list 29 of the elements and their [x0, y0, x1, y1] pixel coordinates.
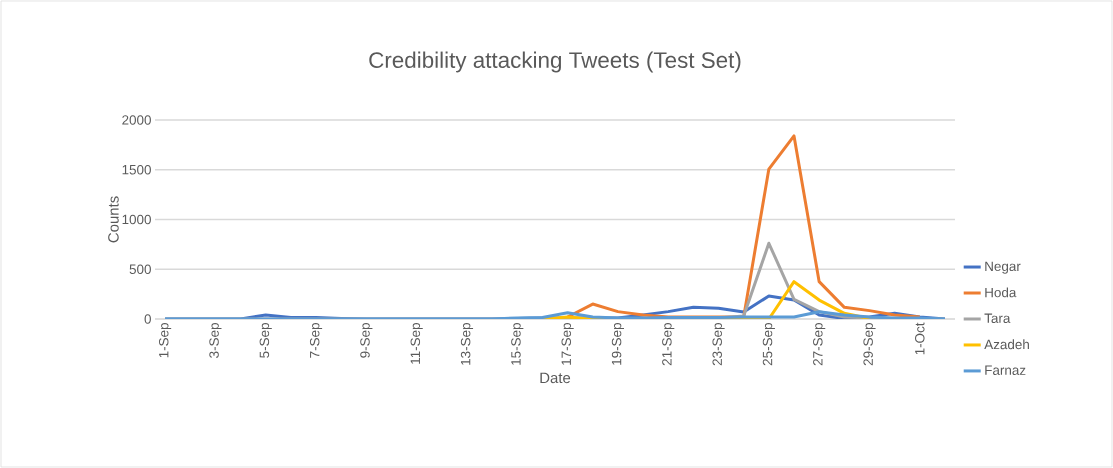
x-tick-label: 9-Sep	[360, 323, 373, 358]
x-tick-label: 11-Sep	[410, 323, 423, 364]
y-tick-label: 2000	[122, 115, 151, 125]
x-tick-label: 17-Sep	[561, 323, 574, 365]
y-tick-label: 1500	[122, 164, 151, 175]
x-tick-label: 1-Oct	[915, 322, 925, 355]
x-tick-label: 21-Sep	[662, 323, 675, 366]
legend-label: Farnaz	[985, 365, 1026, 375]
y-tick-label: 500	[129, 264, 151, 274]
x-axis-title: Date	[540, 372, 571, 384]
x-tick-label: 27-Sep	[813, 323, 826, 366]
x-tick-label: 29-Sep	[863, 323, 876, 366]
legend-label: Tara	[984, 313, 1011, 323]
x-tick-label: 7-Sep	[309, 323, 323, 358]
y-tick-label: 1000	[122, 214, 151, 225]
y-tick-label: 0	[144, 314, 151, 324]
x-tick-label: 23-Sep	[712, 323, 725, 366]
chart-title: Credibility attacking Tweets (Test Set)	[369, 51, 741, 73]
legend-label: Negar	[985, 261, 1021, 274]
legend-label: Hoda	[985, 287, 1017, 298]
y-axis-title: Counts	[108, 196, 119, 243]
x-tick-label: 13-Sep	[460, 323, 474, 365]
x-tick-label: 19-Sep	[611, 323, 624, 365]
x-tick-label: 3-Sep	[209, 323, 222, 358]
x-tick-label: 25-Sep	[762, 323, 775, 366]
x-tick-label: 15-Sep	[511, 323, 524, 365]
legend-label: Azadeh	[984, 339, 1029, 350]
x-tick-label: 1-Sep	[158, 323, 172, 358]
x-tick-label: 5-Sep	[259, 323, 272, 358]
